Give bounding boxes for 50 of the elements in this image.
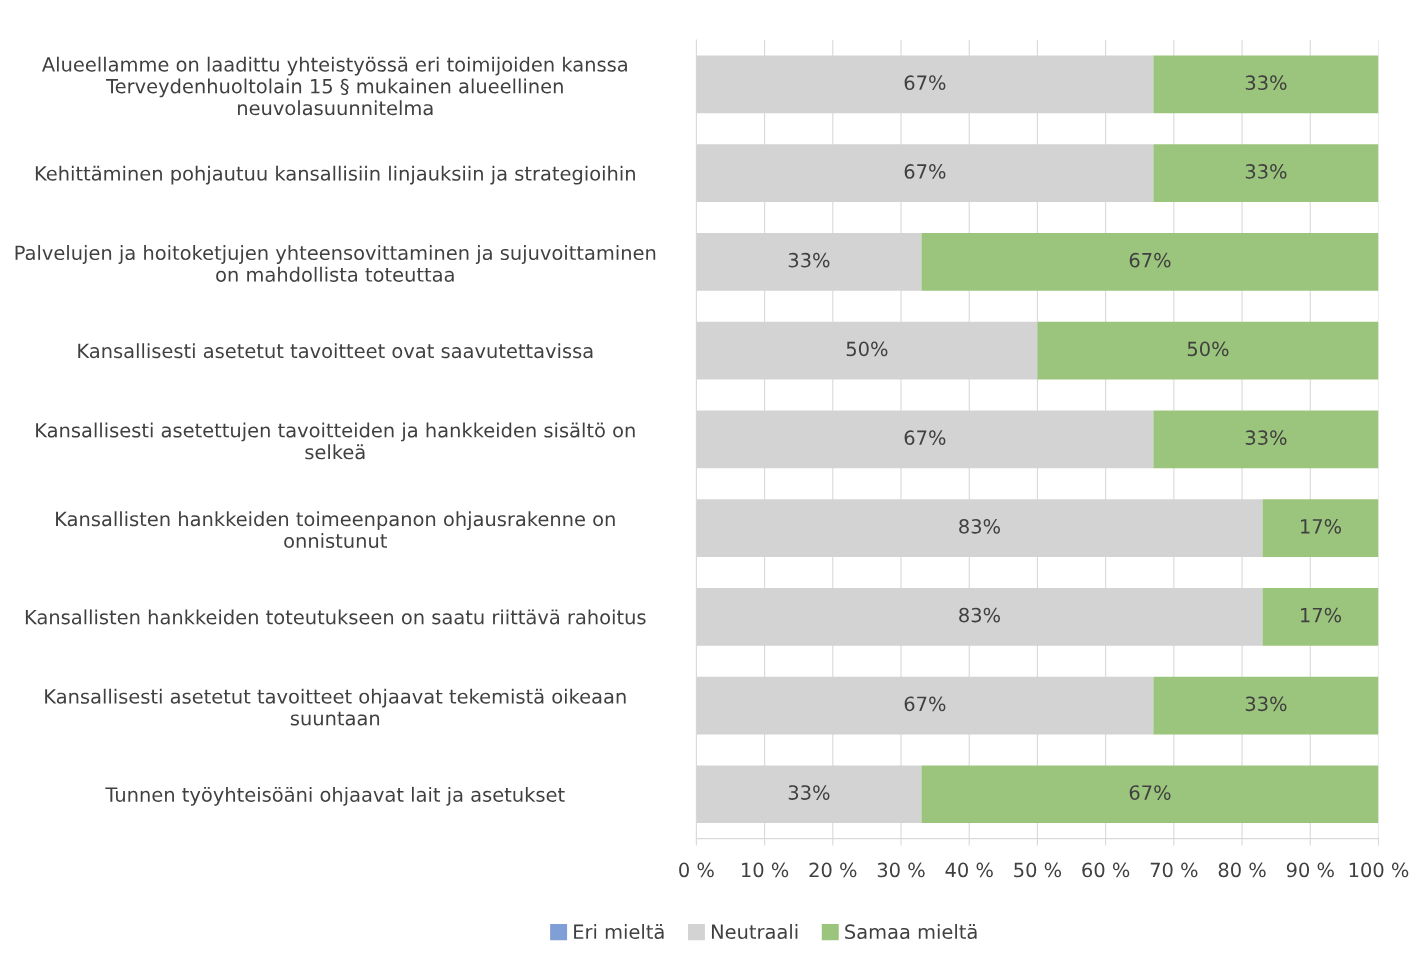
y-tick-label: Alueellamme on laadittu yhteistyössä eri toimijoiden kanssa Terveydenhuoltolain 15 § mukainen alueellinen neuvolasuunnitelma (42, 56, 627, 116)
data-label: 67% (904, 164, 946, 179)
data-label: 83% (959, 519, 1000, 534)
y-tick-label: Tunnen työyhteisöäni ohjaavat lait ja asetukset (105, 786, 565, 806)
data-label: 33% (788, 785, 830, 800)
x-tick-label: 20 % (809, 862, 857, 878)
data-label: 33% (1245, 430, 1287, 445)
y-tick-label: Kansallisesti asetetut tavoitteet ovat saavutettavissa (78, 343, 593, 359)
bar (1037, 321, 1379, 380)
x-tick-label: 60 % (1082, 862, 1130, 878)
x-tick-label: 90 % (1286, 862, 1334, 878)
data-label: 50% (1187, 341, 1229, 357)
legend-label: Eri mieltä (574, 924, 664, 940)
y-tick-label: Palvelujen ja hoitoketjujen yhteensovittaminen ja sujuvoittaminen on mahdollista toteuttaa (15, 245, 656, 282)
data-label: 33% (1245, 75, 1287, 91)
y-tick-label: Kehittäminen pohjautuu kansallisiin linjauksiin ja strategioihin (35, 165, 635, 185)
bar (1262, 587, 1379, 646)
y-tick-label: Kansallisten hankkeiden toteutukseen on saatu riittävä rahoitus (25, 609, 646, 625)
bar (1262, 499, 1379, 557)
x-tick-label: 100 % (1349, 862, 1409, 878)
data-label: 83% (959, 607, 1000, 623)
x-tick-label: 40 % (945, 862, 993, 878)
bar (921, 765, 1379, 824)
data-label: 67% (1129, 785, 1171, 800)
data-label: 67% (904, 430, 946, 445)
bar (1153, 144, 1379, 202)
legend-label: Neutraali (711, 924, 798, 940)
y-tick-label: Kansallisesti asetetut tavoitteet ohjaavat tekemistä oikeaan suuntaan (45, 688, 626, 726)
data-label: 33% (1245, 164, 1287, 179)
data-label: 17% (1301, 519, 1342, 534)
data-label: 67% (1129, 252, 1171, 268)
x-tick-label: 10 % (742, 862, 789, 878)
y-tick-label: Kansallisesti asetettujen tavoitteiden ja hankkeiden sisältö on selkeä (36, 422, 635, 460)
bar (1153, 410, 1379, 469)
data-label: 67% (904, 75, 946, 91)
y-tick-label: Kansallisten hankkeiden toimeenpanon ohjausrakenne on onnistunut (56, 511, 615, 549)
data-label: 50% (846, 341, 888, 357)
x-tick-label: 80 % (1218, 862, 1266, 878)
data-label: 17% (1301, 607, 1342, 623)
bar (921, 233, 1379, 291)
x-tick-label: 50 % (1014, 862, 1062, 878)
data-label: 33% (788, 252, 830, 268)
x-tick-label: 70 % (1150, 862, 1198, 878)
data-label: 33% (1245, 696, 1287, 712)
x-tick-label: 30 % (877, 862, 925, 878)
data-label: 67% (904, 696, 946, 712)
bar (1153, 676, 1379, 735)
legend-label: Samaa mieltä (845, 924, 977, 940)
bar (1153, 55, 1379, 114)
x-tick-label: 0 % (679, 862, 714, 878)
